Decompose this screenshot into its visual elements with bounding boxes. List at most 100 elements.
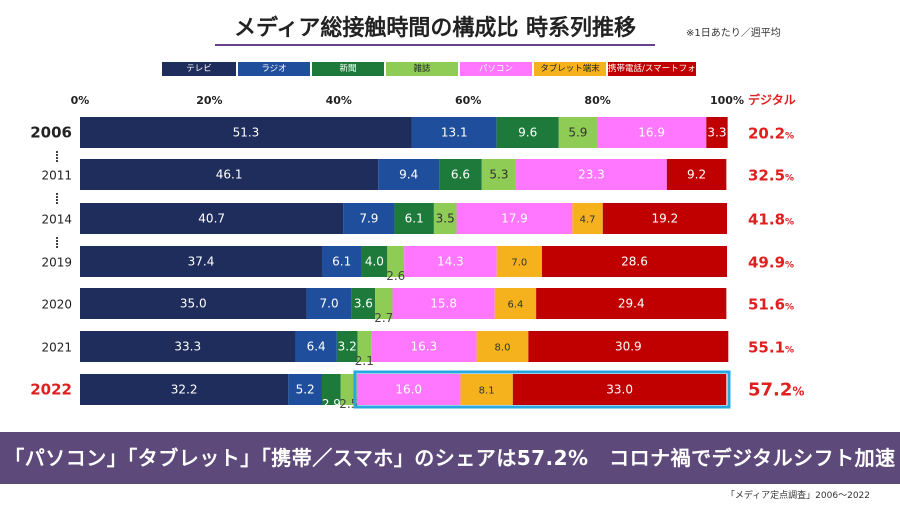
legend-item: 雑誌 [386,62,458,76]
bar-segment [516,159,667,190]
bar-value-label: 17.9 [501,212,528,226]
bar-value-label: 23.3 [578,168,605,182]
bar-value-label: 51.3 [233,126,260,140]
title-underline [215,44,655,46]
bar-value-label: 8.0 [495,343,511,354]
bar-segment [706,117,728,148]
gap-dot [56,199,58,201]
bar-segment [295,331,337,362]
bar-segment [351,288,376,319]
x-tick-label: 20% [196,94,222,107]
bar-value-label: 4.7 [580,215,596,226]
bar-segment [494,288,537,319]
bar-value-label: 7.0 [320,297,339,311]
bar-segment [411,117,497,148]
x-tick-label: 60% [455,94,481,107]
bar-value-label: 3.5 [436,212,455,226]
bar-value-label: 33.3 [174,340,201,354]
bar-segment [80,288,307,319]
bar-value-label: 37.4 [188,255,215,269]
bar-value-label: 3.3 [707,126,726,140]
bar-segment [476,331,529,362]
bar-segment [460,374,513,405]
bar-segment [404,246,497,277]
gap-dot [56,202,58,204]
bar-value-label: 14.3 [437,255,464,269]
bar-segment [375,288,393,319]
bar-value-label: 35.0 [180,297,207,311]
bar-value-label: 6.4 [507,300,523,311]
bar-value-label: 16.9 [638,126,665,140]
bar-segment [541,246,727,277]
bar-segment [558,117,597,148]
chart-title: メディア総接触時間の構成比 時系列推移 [233,16,637,41]
gap-dot [56,243,58,245]
bar-segment [80,331,296,362]
bar-value-label: 16.0 [395,383,422,397]
bar-segment [336,331,358,362]
bar-value-label: 7.9 [359,212,378,226]
bar-segment [512,374,727,405]
bar-segment [356,374,461,405]
bar-segment [357,331,372,362]
gap-dot [56,157,58,159]
bar-segment [371,331,477,362]
bar-segment [80,117,412,148]
bar-value-label: 9.4 [399,168,418,182]
bar-segment [80,246,322,277]
digital-share-label: 20.2% [748,125,794,143]
digital-share-label: 51.6% [748,296,794,314]
bar-value-label: 4.0 [365,255,384,269]
year-label: 2020 [41,298,72,312]
digital-share-label: 32.5% [748,167,794,185]
bar-value-label: 6.1 [332,255,351,269]
gap-dot [56,196,58,198]
year-label: 2006 [30,124,72,142]
bar-segment [288,374,322,405]
bar-segment [343,203,395,234]
year-label: 2011 [41,169,72,183]
chart-note: ※1日あたり／週平均 [686,28,781,39]
bar-value-label: 5.3 [489,168,508,182]
gap-dot [56,160,58,162]
legend-item: 携帯電話/スマートフォン [608,62,696,76]
bar-value-label: 16.3 [411,340,438,354]
legend-item: パソコン [460,62,532,76]
bar-segment [572,203,603,234]
bar-value-label: 7.0 [511,258,527,269]
bar-value-label: 28.6 [621,255,648,269]
bar-value-label: 13.1 [441,126,468,140]
year-label: 2021 [41,341,72,355]
gap-dot [56,151,58,153]
bar-value-label: 33.0 [606,383,633,397]
highlight-box [353,370,731,409]
bar-segment [456,203,573,234]
bar-segment [387,246,405,277]
gap-dot [56,237,58,239]
legend-item: ラジオ [238,62,310,76]
bar-value-label: 8.1 [479,386,495,397]
bar-value-label: 2.9 [322,397,341,411]
bar-segment [433,203,457,234]
bar-value-label: 5.2 [296,383,315,397]
digital-share-label: 41.8% [748,211,794,229]
bar-segment [378,159,440,190]
x-tick-label: 100% [710,94,744,107]
bar-value-label: 6.6 [451,168,470,182]
bar-segment [321,374,341,405]
gap-dot [56,193,58,195]
x-tick-label: 80% [584,94,610,107]
bar-segment [481,159,517,190]
legend-item: テレビ [162,62,236,76]
gap-dot [56,240,58,242]
bar-segment [80,203,344,234]
year-label: 2022 [30,381,72,399]
legend-item: 新聞 [312,62,384,76]
stacked-bar-chart: 0% 20% 40% 60% 80% 100% デジタル 2006 51.3 13.1 9.6 5.9… [30,92,804,411]
bar-segment [496,117,559,148]
digital-share-label: 49.9% [748,254,794,272]
bar-value-label: 3.2 [338,340,357,354]
bar-value-label: 3.6 [354,297,373,311]
bar-value-label: 30.9 [615,340,642,354]
bar-value-label: 2.1 [355,354,374,368]
